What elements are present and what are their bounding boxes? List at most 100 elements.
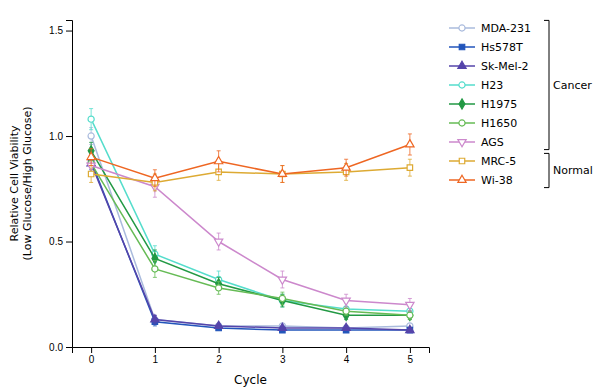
series-line bbox=[91, 151, 410, 316]
y-axis-tick: 0.0 bbox=[49, 342, 72, 353]
point bbox=[406, 140, 414, 147]
series bbox=[87, 157, 414, 311]
legend-label: Sk-Mel-2 bbox=[481, 60, 529, 73]
y-axis-line bbox=[66, 21, 73, 348]
series-line bbox=[91, 144, 410, 178]
y-axis-tick: 0.5 bbox=[49, 236, 72, 247]
x-axis-tick: 4 bbox=[344, 347, 350, 365]
series bbox=[87, 134, 414, 187]
point bbox=[88, 116, 94, 122]
point bbox=[407, 310, 413, 320]
x-axis-tick-mark bbox=[346, 347, 347, 353]
legend-marker bbox=[459, 82, 465, 88]
point bbox=[88, 171, 93, 176]
chart: 0 1 2 3 4 5 0.0 0.5 1.0 1.5 Cycle Relative Cell Via… bbox=[0, 0, 614, 392]
legend-bracket bbox=[544, 153, 549, 187]
point bbox=[216, 285, 222, 291]
point bbox=[279, 295, 285, 301]
legend-label: Wi-38 bbox=[481, 174, 513, 187]
y-axis-tick-label: 1.0 bbox=[49, 131, 63, 142]
legend-marker bbox=[459, 25, 465, 31]
point bbox=[343, 308, 349, 314]
point bbox=[151, 315, 159, 322]
legend-label: AGS bbox=[481, 136, 504, 149]
x-axis-title: Cycle bbox=[234, 373, 267, 387]
x-axis-tick: 1 bbox=[153, 347, 159, 365]
y-axis-tick-label: 1.5 bbox=[49, 25, 63, 36]
x-axis-tick-label: 3 bbox=[280, 354, 286, 365]
x-axis: 0 1 2 3 4 5 bbox=[73, 347, 430, 365]
point bbox=[406, 325, 414, 332]
legend: MDA-231 Hs578T Sk-Mel-2 H23 H1975 H1650 AGS MRC… bbox=[449, 20, 593, 187]
error-bar bbox=[89, 166, 93, 183]
legend-label: H23 bbox=[481, 79, 503, 92]
legend-group-label: Cancer bbox=[553, 79, 592, 92]
point bbox=[151, 173, 159, 180]
x-axis-tick-mark bbox=[410, 347, 411, 353]
legend-bracket bbox=[544, 20, 549, 149]
x-axis-line bbox=[73, 348, 430, 354]
point bbox=[407, 165, 412, 170]
series-line bbox=[91, 163, 410, 330]
y-axis-tick-mark bbox=[66, 347, 72, 348]
y-axis-title: Relative Cell Viability(Low Glucose/High… bbox=[8, 107, 34, 261]
x-axis-tick-label: 0 bbox=[89, 354, 95, 365]
x-axis-tick-mark bbox=[219, 347, 220, 353]
x-axis-tick-mark bbox=[155, 347, 156, 353]
legend-marker bbox=[459, 99, 465, 109]
point bbox=[152, 266, 158, 272]
y-axis-tick: 1.5 bbox=[49, 25, 72, 36]
point bbox=[278, 277, 286, 284]
legend-marker bbox=[458, 61, 466, 68]
x-axis-tick: 3 bbox=[280, 347, 286, 365]
legend-group-label: Normal bbox=[553, 164, 593, 177]
legend-marker bbox=[459, 120, 465, 126]
series bbox=[88, 153, 412, 333]
point bbox=[278, 169, 286, 176]
x-axis-tick-mark bbox=[91, 347, 92, 353]
point bbox=[407, 312, 413, 318]
point bbox=[278, 323, 286, 330]
legend-label: MDA-231 bbox=[481, 22, 531, 35]
x-axis-tick: 0 bbox=[89, 347, 95, 365]
x-axis-tick-mark bbox=[282, 347, 283, 353]
legend-label: H1650 bbox=[481, 117, 517, 130]
series bbox=[88, 109, 413, 318]
y-axis-tick-label: 0.0 bbox=[49, 342, 63, 353]
point bbox=[342, 298, 350, 305]
legend-marker bbox=[459, 44, 464, 49]
point bbox=[406, 302, 414, 309]
y-axis-tick-mark bbox=[66, 242, 72, 243]
series bbox=[88, 159, 412, 191]
series-line bbox=[91, 119, 410, 311]
series bbox=[88, 155, 413, 320]
legend-marker bbox=[458, 175, 466, 182]
point bbox=[88, 133, 94, 139]
series-line bbox=[91, 168, 410, 183]
y-axis-tick: 1.0 bbox=[49, 131, 72, 142]
series bbox=[88, 128, 413, 332]
legend-marker bbox=[458, 140, 466, 147]
plot: 0 1 2 3 4 5 0.0 0.5 1.0 1.5 bbox=[49, 21, 429, 366]
y-axis-tick-mark bbox=[66, 136, 72, 137]
point bbox=[214, 157, 222, 164]
x-axis-tick-label: 2 bbox=[216, 354, 222, 365]
series-line bbox=[91, 161, 410, 330]
x-axis-tick-label: 5 bbox=[408, 354, 414, 365]
x-axis-tick: 2 bbox=[216, 347, 222, 365]
series bbox=[87, 155, 414, 333]
point bbox=[214, 321, 222, 328]
error-bar bbox=[408, 159, 412, 176]
series-line bbox=[91, 163, 410, 315]
y-axis-tick-label: 0.5 bbox=[49, 236, 63, 247]
series bbox=[88, 142, 413, 320]
y-axis: 0.0 0.5 1.0 1.5 bbox=[49, 21, 72, 353]
marks bbox=[87, 109, 414, 333]
point bbox=[87, 152, 95, 159]
legend-label: Hs578T bbox=[481, 41, 523, 54]
y-axis-tick-mark bbox=[66, 31, 72, 32]
point bbox=[342, 323, 350, 330]
legend-label: H1975 bbox=[481, 98, 517, 111]
series-line bbox=[91, 136, 410, 328]
legend-label: MRC-5 bbox=[481, 155, 516, 168]
